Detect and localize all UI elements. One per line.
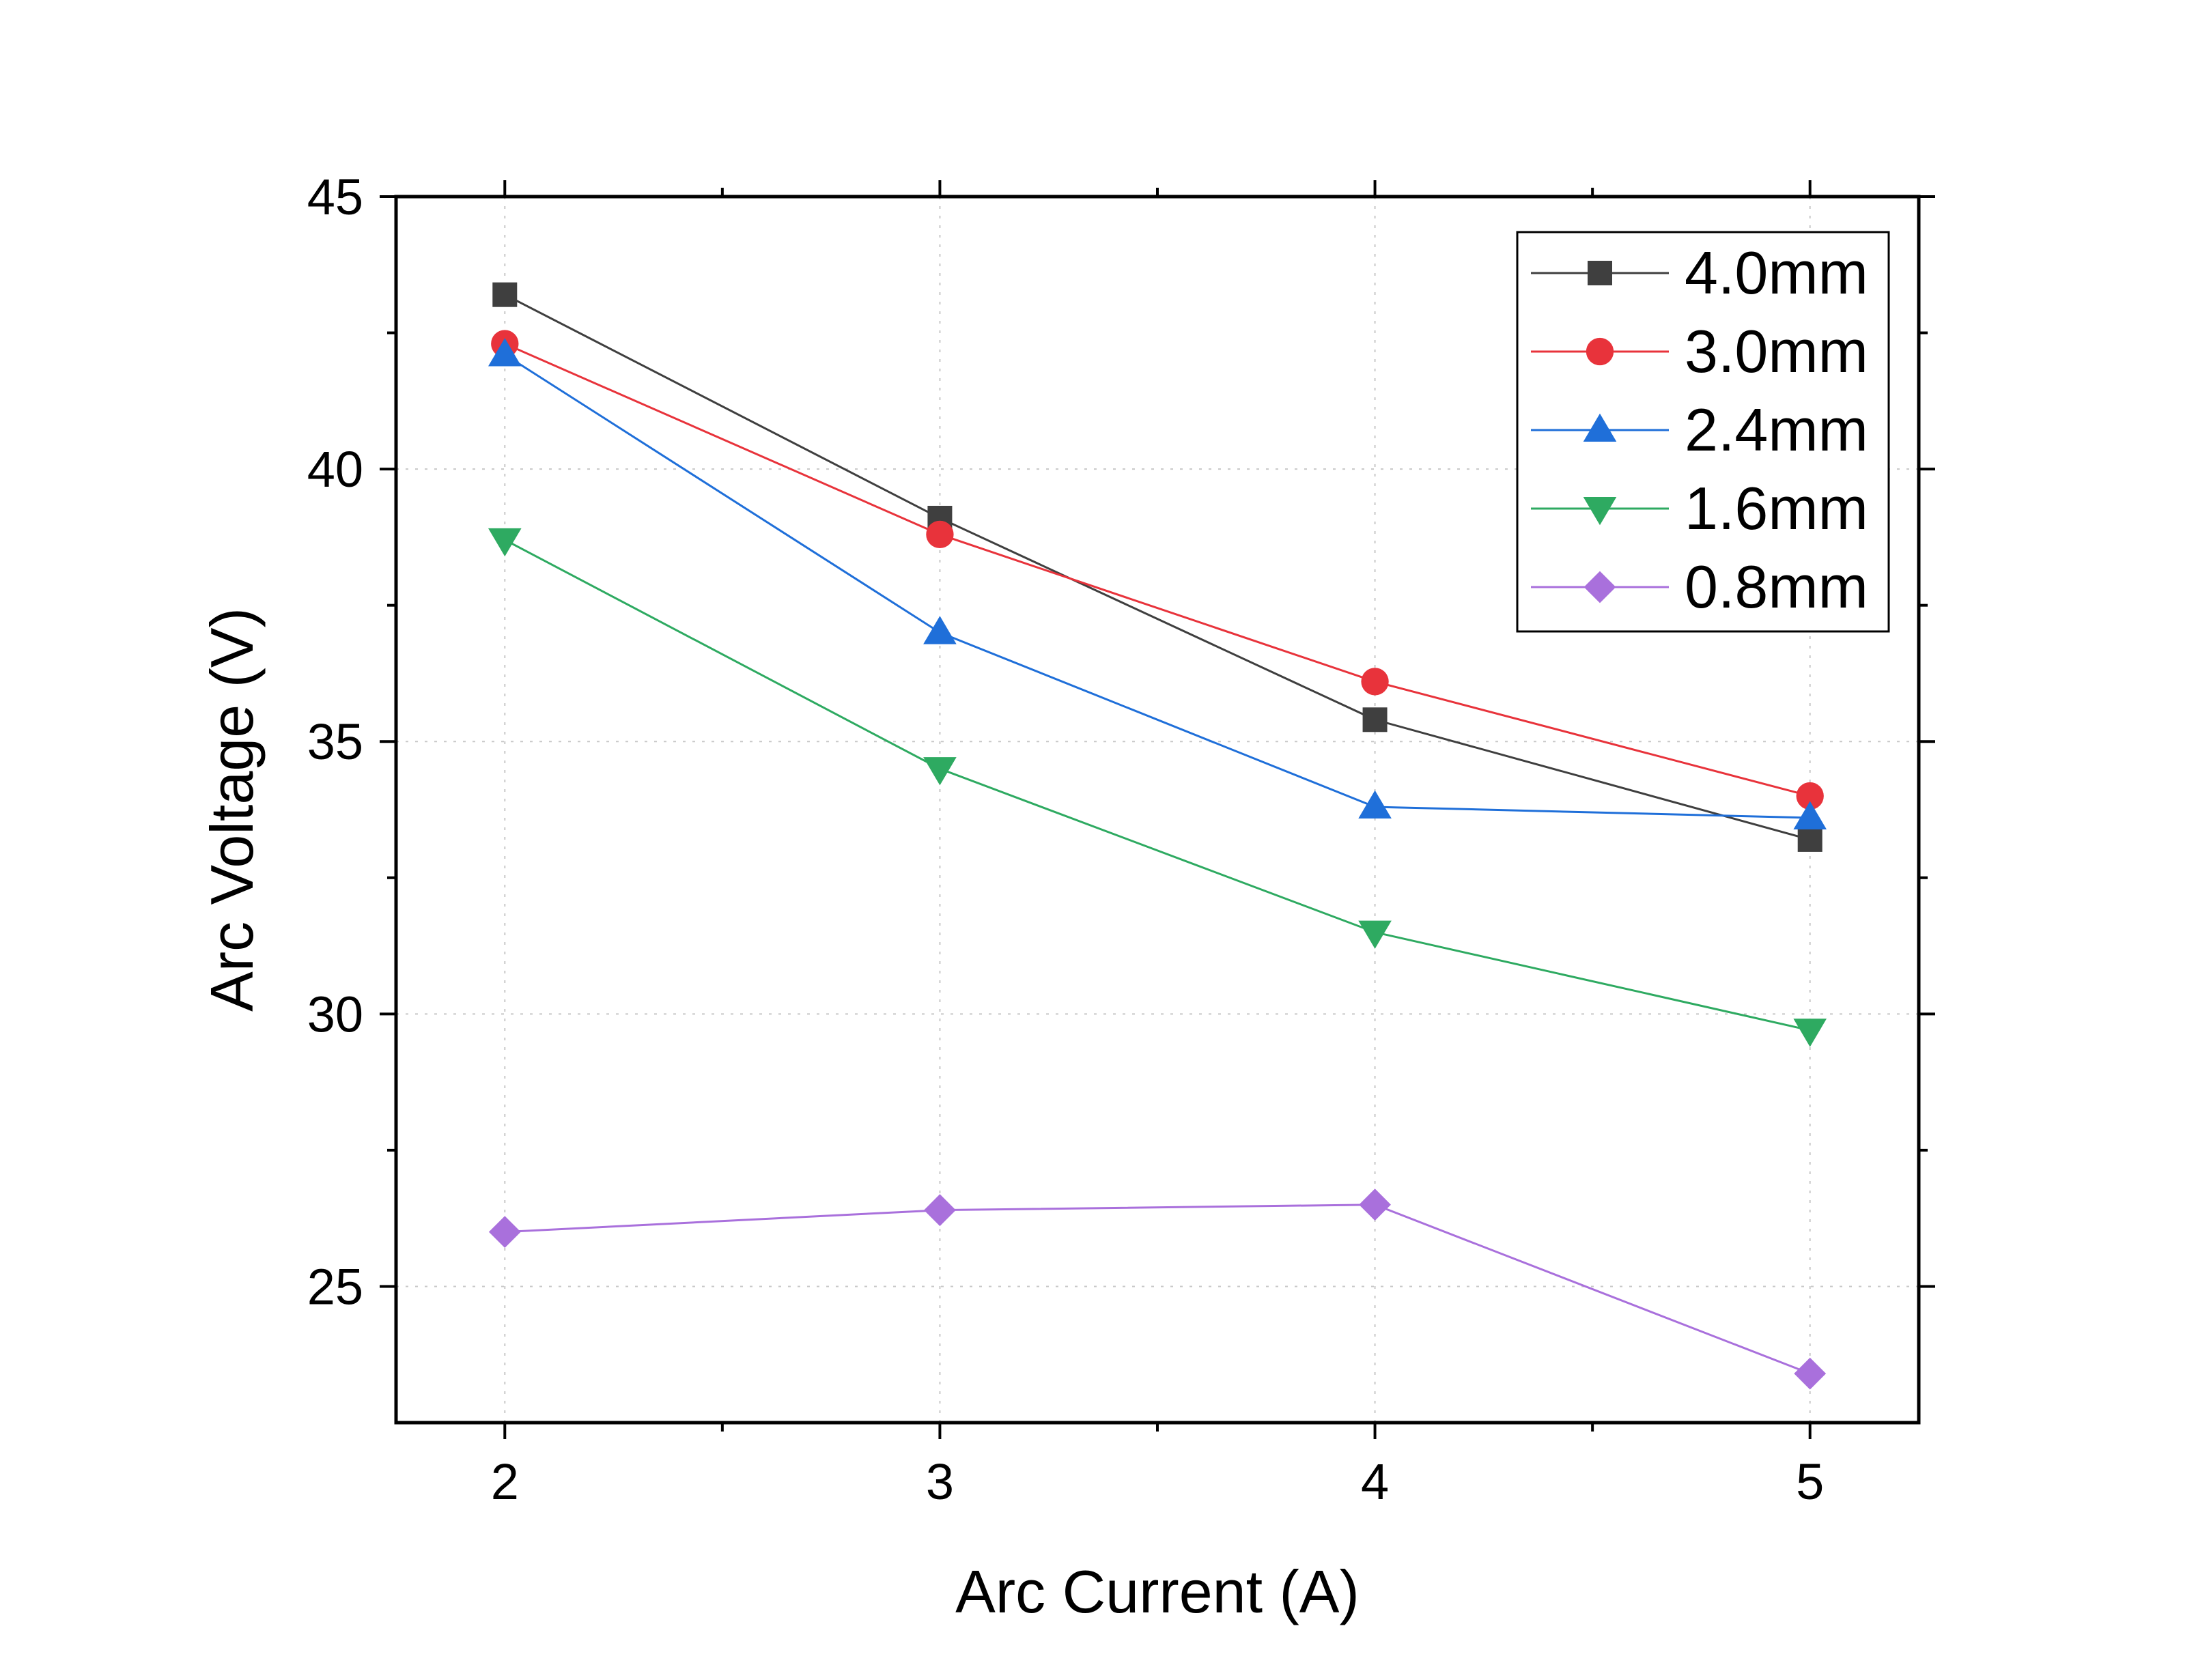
series-line-4.0mm bbox=[504, 294, 1811, 841]
x-tick-label-3: 5 bbox=[1796, 1453, 1824, 1510]
legend-marker-1.6mm bbox=[1583, 496, 1617, 526]
y-tick-label-1: 30 bbox=[307, 986, 363, 1042]
y-tick-label-2: 35 bbox=[307, 713, 363, 770]
series-line-3.0mm bbox=[504, 343, 1811, 797]
legend-marker-2.4mm bbox=[1583, 413, 1617, 442]
legend-label-3.0mm: 3.0mm bbox=[1685, 317, 1868, 385]
x-tick-label-0: 2 bbox=[491, 1453, 519, 1510]
legend-box bbox=[1516, 231, 1890, 633]
x-axis-label: Arc Current (A) bbox=[955, 1558, 1360, 1625]
data-point-0.8mm-1 bbox=[924, 1194, 956, 1227]
legend-label-1.6mm: 1.6mm bbox=[1685, 474, 1868, 542]
legend-label-2.4mm: 2.4mm bbox=[1685, 396, 1868, 464]
data-point-3.0mm-1 bbox=[926, 520, 954, 549]
series-4.0mm bbox=[492, 282, 1822, 852]
data-point-2.4mm-1 bbox=[923, 616, 957, 644]
data-point-3.0mm-2 bbox=[1361, 668, 1389, 696]
data-point-1.6mm-1 bbox=[923, 757, 957, 786]
legend: 4.0mm 3.0mm 2.4mm 1.6mm 0.8mm bbox=[1516, 231, 1890, 633]
data-point-1.6mm-2 bbox=[1358, 920, 1392, 949]
series-2.4mm bbox=[488, 338, 1827, 829]
series-1.6mm bbox=[488, 528, 1827, 1047]
series-group bbox=[488, 282, 1827, 1390]
legend-marker-4.0mm bbox=[1588, 261, 1612, 285]
series-line-1.6mm bbox=[504, 539, 1811, 1031]
y-tick-label-4: 45 bbox=[307, 169, 363, 225]
data-point-2.4mm-2 bbox=[1358, 790, 1392, 819]
y-tick-label-0: 25 bbox=[307, 1258, 363, 1315]
legend-marker-3.0mm bbox=[1586, 337, 1614, 366]
data-point-4.0mm-3 bbox=[1797, 827, 1822, 852]
data-point-4.0mm-0 bbox=[492, 282, 518, 307]
legend-label-4.0mm: 4.0mm bbox=[1685, 239, 1868, 307]
data-point-1.6mm-3 bbox=[1793, 1019, 1827, 1047]
data-point-2.4mm-3 bbox=[1793, 801, 1827, 829]
legend-marker-0.8mm bbox=[1583, 571, 1616, 603]
data-point-0.8mm-2 bbox=[1359, 1188, 1391, 1221]
data-point-0.8mm-0 bbox=[488, 1216, 521, 1249]
data-point-3.0mm-3 bbox=[1796, 782, 1824, 810]
data-point-2.4mm-0 bbox=[488, 338, 522, 367]
series-line-0.8mm bbox=[505, 1204, 1811, 1375]
data-point-1.6mm-0 bbox=[488, 528, 522, 557]
x-tick-label-1: 3 bbox=[926, 1453, 954, 1510]
series-0.8mm bbox=[488, 1188, 1827, 1390]
data-point-4.0mm-2 bbox=[1362, 707, 1388, 732]
series-line-2.4mm bbox=[504, 354, 1810, 819]
y-axis-label: Arc Voltage (V) bbox=[198, 608, 266, 1012]
y-tick-label-3: 40 bbox=[307, 441, 363, 498]
legend-label-0.8mm: 0.8mm bbox=[1685, 553, 1868, 621]
x-tick-label-2: 4 bbox=[1361, 1453, 1389, 1510]
data-point-0.8mm-3 bbox=[1794, 1357, 1827, 1390]
